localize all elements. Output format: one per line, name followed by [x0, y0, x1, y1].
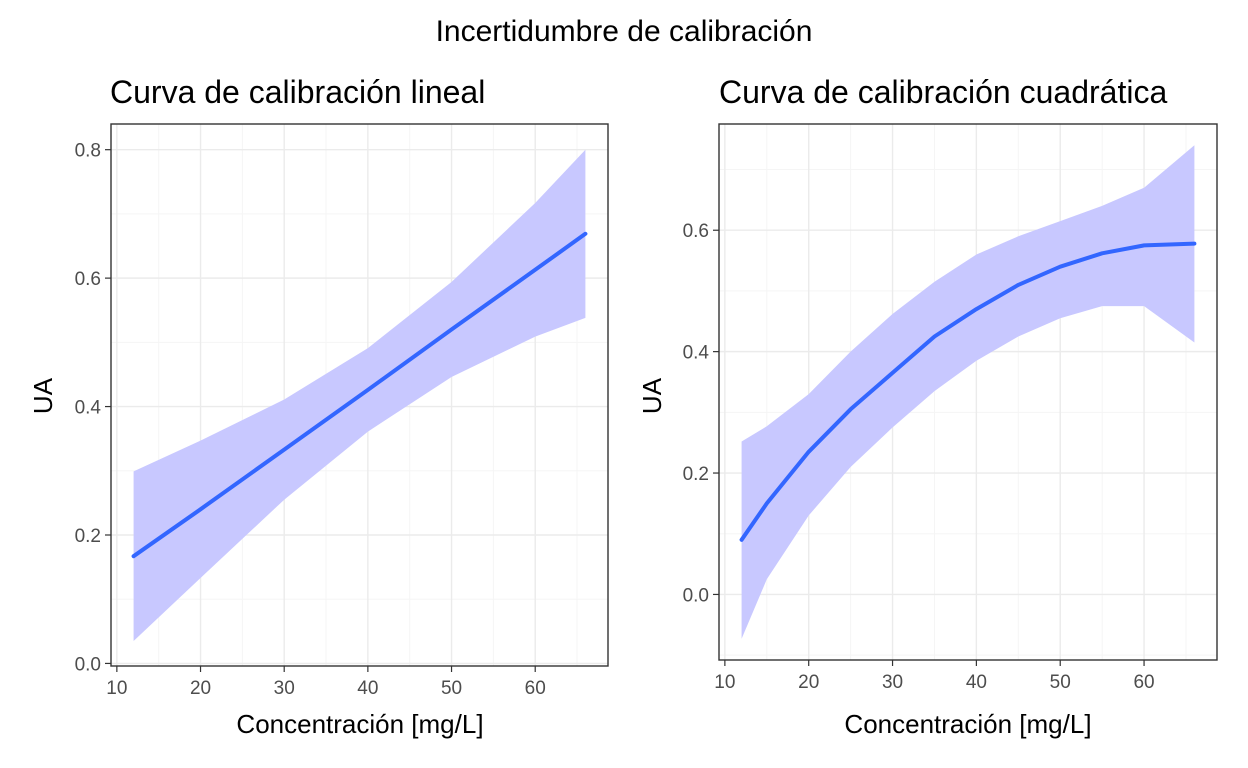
right-chart-x-tick-label: 20 [798, 672, 819, 693]
left-chart-y-tick-label: 0.8 [75, 141, 101, 162]
left-chart-panel-border [110, 123, 609, 667]
left-chart-x-tick-label: 20 [190, 678, 211, 699]
left-chart-x-tick-label: 40 [357, 678, 378, 699]
right-chart-panel: 10 20 30 40 50 60 0.0 0.2 0.4 0.6 [683, 123, 1218, 693]
right-chart-y-tick-label: 0.6 [683, 221, 709, 242]
left-chart-y-tick-label: 0.6 [75, 269, 101, 290]
right-chart-y-axis-label: UA [637, 377, 667, 414]
right-chart-y-tick-label: 0.4 [683, 343, 710, 364]
right-chart-title: Curva de calibración cuadrática [719, 74, 1167, 110]
right-chart-y-tick-label: 0.0 [683, 585, 709, 606]
left-chart-y-tick-label: 0.4 [75, 398, 102, 419]
right-chart-panel-border [718, 123, 1218, 661]
right-chart-x-tick-label: 40 [966, 672, 987, 693]
right-chart-confidence-band [741, 145, 1195, 639]
left-chart-panel: 10 20 30 40 50 60 0.0 0.2 0.4 0.6 0.8 [75, 123, 609, 699]
left-chart-fit-line [131, 231, 588, 559]
left-chart-x-tick-label: 60 [525, 678, 546, 699]
right-chart-x-axis-label: Concentración [mg/L] [844, 709, 1091, 739]
left-chart-y-axis-label: UA [28, 377, 58, 414]
right-chart-x-tick-label: 30 [882, 672, 903, 693]
left-chart-y-tick-label: 0.0 [75, 654, 101, 675]
right-chart-x-tick-label: 60 [1133, 672, 1154, 693]
figure-title: Incertidumbre de calibración [436, 15, 813, 48]
left-chart-x-axis-label: Concentración [mg/L] [236, 709, 483, 739]
left-chart-x-tick-label: 50 [441, 678, 462, 699]
left-chart-x-tick-label: 30 [274, 678, 295, 699]
left-chart-x-tick-label: 10 [106, 678, 127, 699]
right-chart-x-tick-label: 10 [714, 672, 735, 693]
right-chart-fit-line [739, 241, 1197, 542]
right-chart-x-tick-label: 50 [1050, 672, 1071, 693]
right-chart-y-tick-label: 0.2 [683, 464, 709, 485]
left-chart-y-tick-label: 0.2 [75, 526, 101, 547]
left-chart-title: Curva de calibración lineal [110, 74, 485, 110]
